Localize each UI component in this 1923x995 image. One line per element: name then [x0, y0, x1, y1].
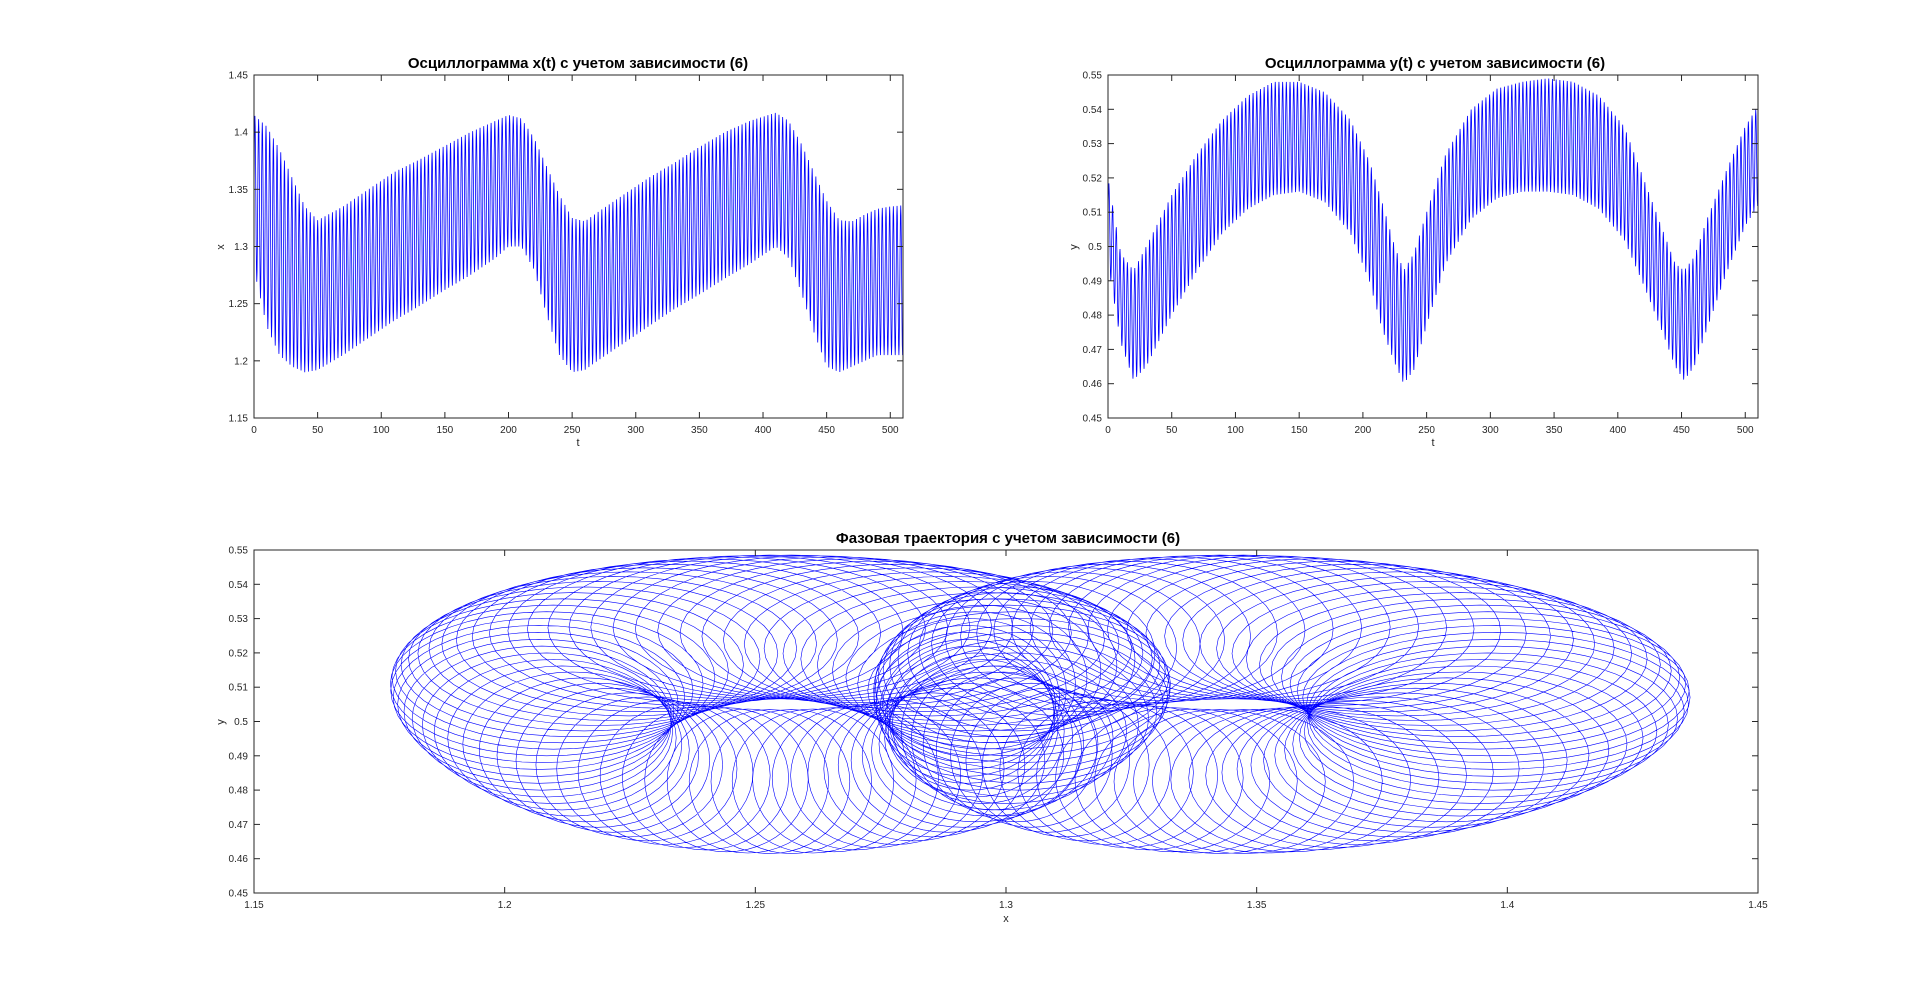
xt-axes: Осциллограмма x(t) с учетом зависимости … — [215, 55, 904, 449]
phase-ticks: 1.15 1.2 1.25 1.3 1.35 1.4 1.45 0.45 0.46 0.47 0.4… — [229, 546, 1769, 912]
yt-xtick-label: 100 — [1227, 425, 1244, 436]
xt-xtick-label: 400 — [755, 425, 772, 436]
xt-xlabel: t — [576, 437, 579, 449]
yt-xtick-label: 500 — [1737, 425, 1754, 436]
phase-ytick-label: 0.46 — [229, 854, 249, 865]
yt-ytick-label: 0.53 — [1083, 139, 1103, 150]
yt-xtick-label: 450 — [1673, 425, 1690, 436]
xt-xtick-label: 200 — [500, 425, 517, 436]
yt-xtick-label: 350 — [1546, 425, 1563, 436]
yt-series-group — [1108, 78, 1758, 382]
phase-ylabel: y — [215, 719, 227, 725]
phase-ytick-label: 0.48 — [229, 786, 249, 797]
yt-title: Осциллограмма y(t) с учетом зависимости … — [1265, 55, 1605, 72]
phase-ytick-label: 0.52 — [229, 648, 249, 659]
yt-ylabel: y — [1068, 244, 1080, 250]
yt-ytick-label: 0.46 — [1083, 379, 1103, 390]
phase-title: Фазовая траектория с учетом зависимости … — [836, 530, 1180, 547]
xt-ylabel: x — [215, 244, 227, 250]
phase-ytick-label: 0.45 — [229, 889, 249, 900]
phase-xtick-label: 1.2 — [498, 900, 512, 911]
yt-axes: Осциллограмма y(t) с учетом зависимости … — [1068, 55, 1759, 449]
phase-series-group — [389, 554, 1691, 854]
yt-ytick-label: 0.49 — [1083, 276, 1103, 287]
yt-ytick-label: 0.55 — [1083, 71, 1103, 82]
phase-ytick-label: 0.47 — [229, 820, 249, 831]
xt-ytick-label: 1.25 — [229, 299, 249, 310]
yt-xtick-label: 400 — [1609, 425, 1626, 436]
xt-ytick-label: 1.35 — [229, 185, 249, 196]
phase-ytick-label: 0.49 — [229, 751, 249, 762]
xt-series-group — [254, 112, 903, 373]
yt-plot-area — [1108, 78, 1758, 382]
yt-ticks: 0 50 100 150 200 250 300 350 400 450 500 0.45 0.46 0.… — [1083, 71, 1758, 436]
phase-series-line — [873, 554, 1691, 854]
xt-xtick-label: 50 — [312, 425, 324, 436]
yt-xtick-label: 250 — [1418, 425, 1435, 436]
xt-xtick-label: 150 — [437, 425, 454, 436]
xt-xtick-label: 450 — [818, 425, 835, 436]
phase-series-line — [389, 554, 1171, 854]
yt-xtick-label: 150 — [1291, 425, 1308, 436]
yt-ytick-label: 0.47 — [1083, 345, 1103, 356]
phase-xtick-label: 1.3 — [999, 900, 1013, 911]
xt-ytick-label: 1.45 — [229, 71, 249, 82]
xt-title: Осциллограмма x(t) с учетом зависимости … — [408, 55, 748, 72]
phase-ytick-label: 0.51 — [229, 683, 249, 694]
phase-ytick-label: 0.53 — [229, 614, 249, 625]
phase-ytick-label: 0.55 — [229, 546, 249, 557]
xt-xtick-label: 250 — [564, 425, 581, 436]
yt-ytick-label: 0.45 — [1083, 414, 1103, 425]
xt-ytick-label: 1.4 — [234, 128, 248, 139]
phase-ytick-label: 0.5 — [234, 717, 248, 728]
xt-plot-area — [254, 112, 903, 373]
xt-ytick-label: 1.15 — [229, 414, 249, 425]
phase-plot-area — [389, 554, 1691, 854]
phase-xtick-label: 1.35 — [1247, 900, 1267, 911]
xt-series-line — [254, 112, 903, 373]
phase-xtick-label: 1.4 — [1500, 900, 1514, 911]
yt-xtick-label: 200 — [1355, 425, 1372, 436]
yt-ytick-label: 0.52 — [1083, 173, 1103, 184]
xt-xtick-label: 100 — [373, 425, 390, 436]
xt-xtick-label: 0 — [251, 425, 257, 436]
yt-xlabel: t — [1431, 437, 1434, 449]
yt-ytick-label: 0.48 — [1083, 311, 1103, 322]
xt-ytick-label: 1.2 — [234, 356, 248, 367]
phase-axes: Фазовая траектория с учетом зависимости … — [215, 530, 1768, 925]
xt-xtick-label: 300 — [627, 425, 644, 436]
yt-ytick-label: 0.51 — [1083, 208, 1103, 219]
yt-xtick-label: 0 — [1105, 425, 1111, 436]
xt-xtick-label: 350 — [691, 425, 708, 436]
phase-ytick-label: 0.54 — [229, 580, 249, 591]
yt-series-line — [1108, 78, 1758, 382]
yt-ytick-label: 0.5 — [1088, 242, 1102, 253]
xt-xtick-label: 500 — [882, 425, 899, 436]
phase-xtick-label: 1.45 — [1748, 900, 1768, 911]
yt-xtick-label: 300 — [1482, 425, 1499, 436]
xt-ytick-label: 1.3 — [234, 242, 248, 253]
xt-ticks: 0 50 100 150 200 250 300 350 400 450 500 1.15 1.2 1.2… — [229, 71, 903, 436]
yt-ytick-label: 0.54 — [1083, 105, 1103, 116]
phase-xlabel: x — [1003, 913, 1009, 925]
yt-xtick-label: 50 — [1166, 425, 1178, 436]
phase-xtick-label: 1.15 — [244, 900, 264, 911]
phase-xtick-label: 1.25 — [746, 900, 766, 911]
